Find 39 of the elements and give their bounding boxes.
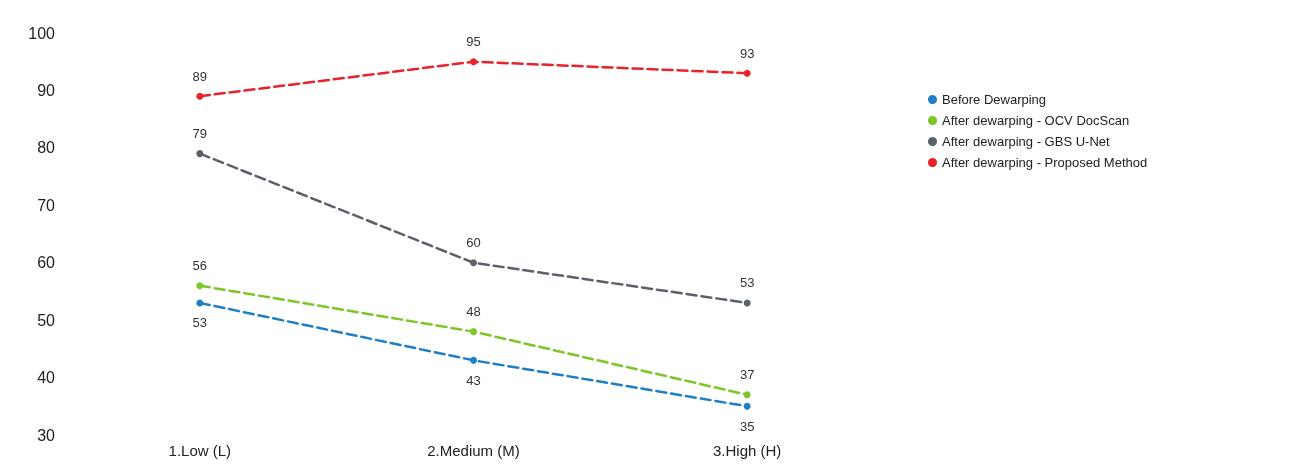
y-tick-label: 30 [37, 426, 56, 444]
point [470, 58, 477, 66]
data-label: 37 [739, 367, 755, 383]
data-label: 60 [466, 235, 481, 251]
data-label: 56 [192, 258, 208, 274]
data-label: 95 [466, 34, 481, 50]
legend-label: After dewarping - OCV DocScan [942, 113, 1130, 128]
point [196, 150, 204, 158]
point [196, 92, 204, 100]
legend-label: After dewarping - GBS U-Net [942, 134, 1110, 149]
x-tick-label: 3.High (H) [712, 442, 782, 459]
data-label: 93 [739, 45, 755, 61]
y-tick-label: 60 [37, 254, 56, 272]
point [743, 299, 751, 307]
data-label: 43 [466, 372, 481, 388]
y-tick-label: 40 [37, 369, 56, 387]
point [470, 259, 477, 267]
point [743, 402, 751, 410]
point [196, 299, 204, 307]
point [743, 69, 751, 77]
point [743, 391, 751, 399]
data-label: 89 [192, 68, 208, 84]
y-tick-label: 100 [28, 24, 56, 42]
point [470, 356, 477, 364]
point [470, 328, 477, 336]
data-label: 79 [192, 126, 208, 142]
y-tick-label: 70 [37, 196, 56, 214]
data-label: 53 [192, 315, 208, 331]
point [196, 282, 204, 290]
data-label: 48 [466, 304, 481, 320]
data-label: 53 [739, 275, 755, 291]
x-tick-label: 1.Low (L) [168, 442, 232, 459]
y-tick-label: 80 [37, 139, 56, 157]
legend-label: Before Dewarping [942, 92, 1047, 107]
legend-label: After dewarping - Proposed Method [942, 155, 1148, 170]
y-tick-label: 90 [37, 81, 56, 99]
data-label: 35 [739, 418, 755, 434]
x-tick-label: 2.Medium (M) [427, 442, 520, 459]
y-tick-label: 50 [37, 311, 56, 329]
